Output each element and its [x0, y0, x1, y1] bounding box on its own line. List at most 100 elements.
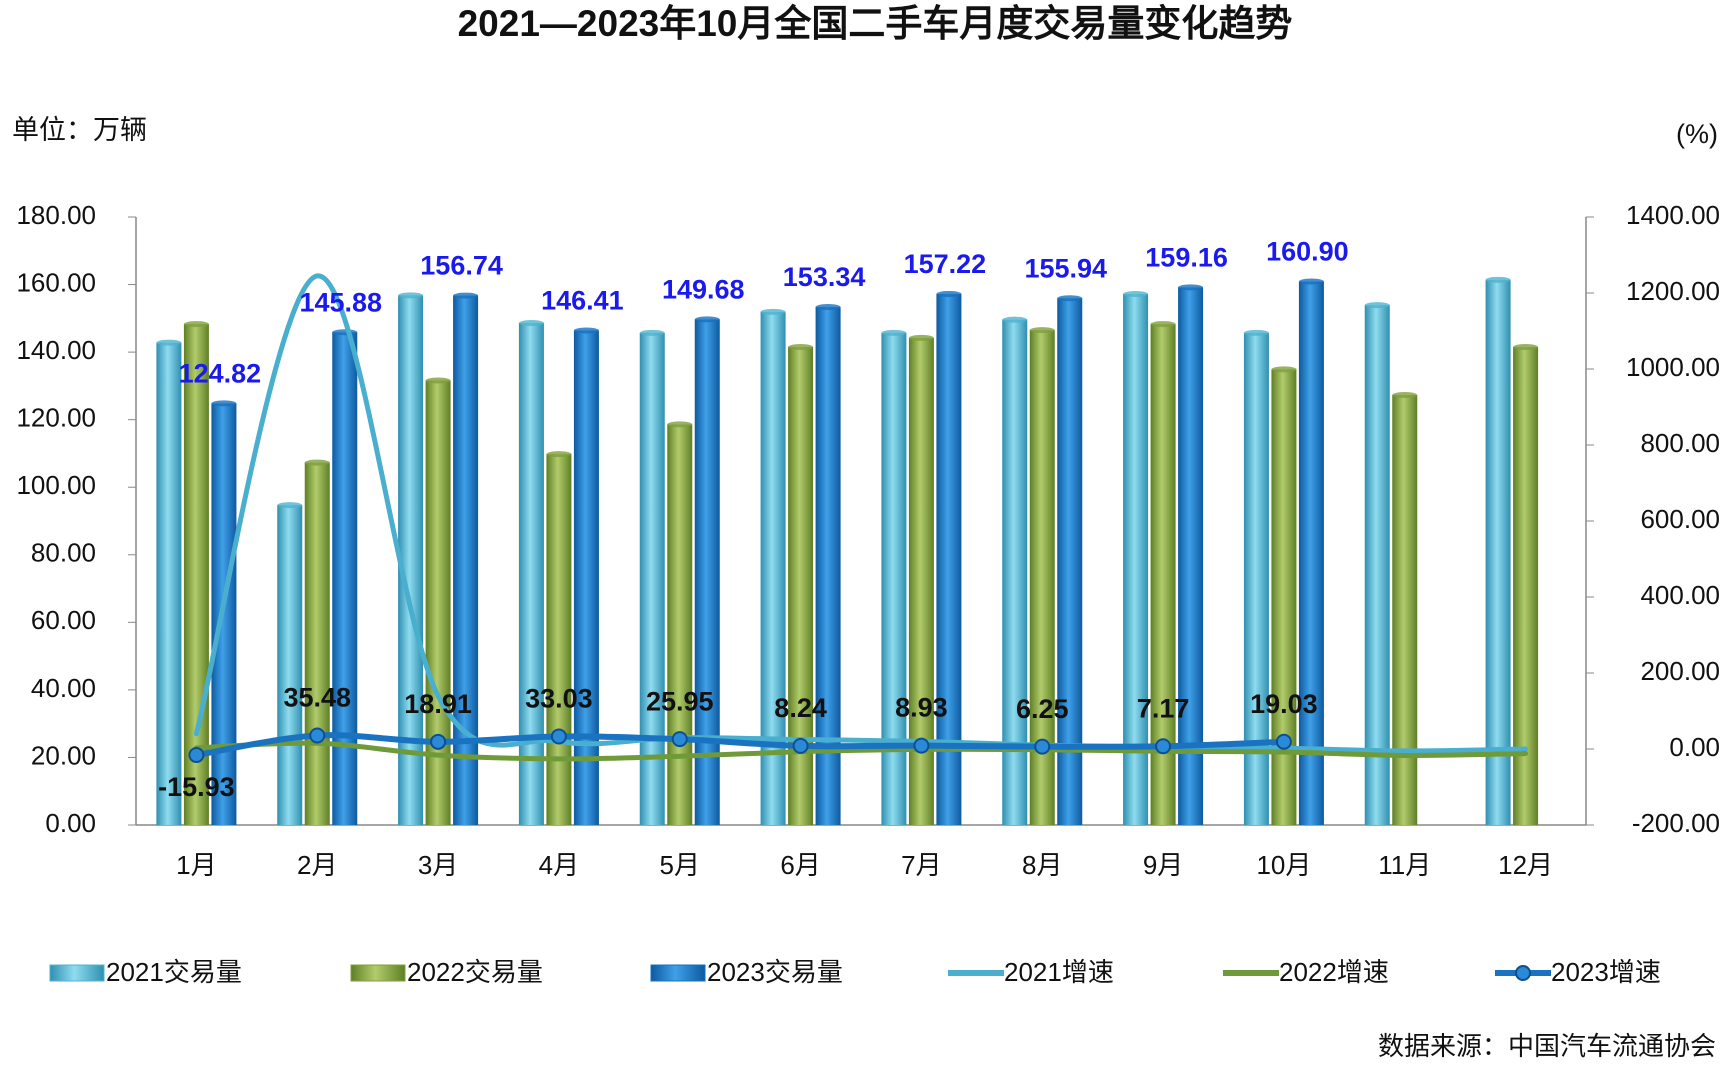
bar-cap	[1178, 284, 1204, 291]
data-label: 6.25	[1016, 694, 1069, 724]
bar	[277, 505, 303, 825]
source: 数据来源：中国汽车流通协会	[1378, 1031, 1716, 1061]
bar-cap	[1150, 321, 1176, 328]
bar-cap	[1123, 291, 1149, 298]
bar-cap	[1029, 327, 1055, 334]
x-tick-label: 3月	[418, 850, 458, 880]
data-label: 19.03	[1250, 689, 1318, 719]
data-label: 7.17	[1137, 693, 1190, 723]
legend-label: 2022交易量	[407, 957, 543, 987]
bar	[1271, 369, 1297, 825]
bar-cap	[546, 451, 572, 458]
x-tick-label: 4月	[539, 850, 579, 880]
bar-cap	[453, 292, 479, 299]
bar-cap	[1513, 344, 1539, 351]
legend-label: 2023交易量	[707, 957, 843, 987]
legend-label: 2023增速	[1551, 957, 1661, 987]
line-marker	[1275, 733, 1292, 750]
data-label: 18.91	[404, 689, 472, 719]
bar-cap	[788, 344, 814, 351]
chart-title: 2021—2023年10月全国二手车月度交易量变化趋势	[458, 2, 1293, 44]
legend-swatch	[49, 964, 105, 982]
bar-cap	[277, 502, 303, 509]
bar	[1298, 281, 1324, 825]
bar	[639, 332, 665, 825]
y-tick-label: 180.00	[16, 200, 96, 230]
bar	[1057, 298, 1083, 825]
line-marker	[671, 731, 688, 748]
legend-swatch	[350, 964, 406, 982]
data-label: 145.88	[299, 287, 382, 317]
y-axis-label: 单位：万辆	[12, 115, 147, 145]
line	[193, 273, 1529, 754]
data-label: 156.74	[420, 251, 503, 281]
x-tick-label: 1月	[176, 850, 216, 880]
y-tick-label: 20.00	[31, 740, 96, 770]
data-label: 35.48	[283, 683, 351, 713]
bar	[573, 330, 599, 825]
bar	[546, 454, 572, 825]
y-tick-label: 80.00	[31, 538, 96, 568]
line-marker	[1155, 738, 1172, 755]
bar-cap	[1298, 278, 1324, 285]
bar	[667, 424, 693, 825]
bar-cap	[304, 459, 330, 466]
bar-cap	[1364, 302, 1390, 309]
bar-cap	[694, 316, 720, 323]
bar	[1364, 305, 1390, 825]
bar	[1123, 294, 1149, 826]
line-marker	[550, 728, 567, 745]
data-label: 33.03	[525, 684, 593, 714]
bar	[1392, 395, 1418, 825]
data-label: 160.90	[1266, 237, 1349, 267]
bar	[332, 332, 358, 825]
y-tick-label: 120.00	[16, 403, 96, 433]
bar-cap	[881, 329, 907, 336]
line-marker	[913, 737, 930, 754]
line	[193, 732, 1287, 759]
data-label: 153.34	[783, 262, 866, 292]
y2-tick-label: 200.00	[1640, 656, 1720, 686]
line-marker	[430, 733, 447, 750]
line	[193, 740, 1529, 762]
bar	[1002, 319, 1028, 825]
legend-swatch	[650, 964, 706, 982]
y2-axis-label: (%)	[1676, 119, 1718, 149]
bar	[183, 324, 209, 825]
bar	[518, 323, 544, 825]
bar-cap	[1057, 295, 1083, 302]
line-marker	[792, 737, 809, 754]
bar	[694, 319, 720, 825]
data-label: 124.82	[179, 359, 262, 389]
y2-tick-label: -200.00	[1632, 808, 1720, 838]
legend-label: 2021增速	[1004, 957, 1114, 987]
bar-cap	[936, 290, 962, 297]
y2-tick-label: 600.00	[1640, 504, 1720, 534]
bar	[1513, 347, 1539, 825]
data-label: 146.41	[541, 286, 624, 316]
x-tick-label: 10月	[1256, 850, 1311, 880]
x-tick-label: 9月	[1143, 850, 1183, 880]
x-tick-label: 7月	[901, 850, 941, 880]
x-tick-label: 12月	[1498, 850, 1553, 880]
legend-label: 2022增速	[1279, 957, 1389, 987]
y2-tick-label: 800.00	[1640, 428, 1720, 458]
y2-tick-label: 1400.00	[1626, 200, 1720, 230]
x-tick-label: 11月	[1378, 850, 1431, 880]
data-label: 159.16	[1145, 243, 1228, 273]
y-tick-label: 100.00	[16, 470, 96, 500]
x-tick-label: 2月	[297, 850, 337, 880]
data-label: 25.95	[646, 686, 714, 716]
bar-cap	[332, 329, 358, 336]
data-label: 155.94	[1024, 253, 1107, 283]
bar-cap	[183, 321, 209, 328]
bar	[425, 380, 451, 825]
legend-marker	[1515, 965, 1531, 981]
bar-cap	[760, 308, 786, 315]
data-label: 157.22	[904, 249, 987, 279]
y-tick-label: 140.00	[16, 335, 96, 365]
y-tick-label: 0.00	[45, 808, 96, 838]
bar	[304, 462, 330, 825]
legend-label: 2021交易量	[106, 957, 242, 987]
